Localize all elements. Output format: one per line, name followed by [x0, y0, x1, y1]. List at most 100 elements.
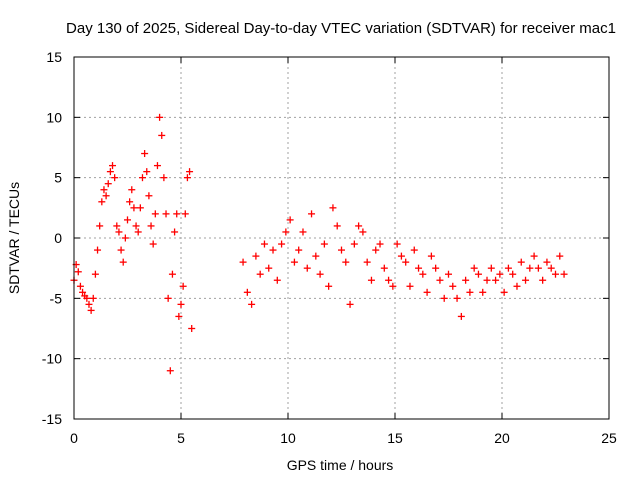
data-point: [113, 222, 121, 230]
data-point: [380, 264, 388, 272]
data-point: [350, 240, 358, 248]
data-point: [397, 252, 405, 260]
data-point: [312, 252, 320, 260]
data-point: [402, 258, 410, 266]
data-point: [183, 174, 191, 182]
x-tick-label: 15: [387, 430, 403, 446]
data-point: [177, 300, 185, 308]
data-point: [432, 264, 440, 272]
data-point: [286, 216, 294, 224]
x-tick-label: 10: [280, 430, 296, 446]
data-point: [85, 300, 93, 308]
data-point: [130, 204, 138, 212]
data-point: [111, 174, 119, 182]
data-point: [76, 282, 84, 290]
data-point: [188, 325, 196, 332]
data-point: [470, 264, 478, 272]
data-point: [265, 264, 273, 272]
data-point: [299, 228, 307, 236]
data-point: [106, 168, 114, 176]
data-point: [320, 240, 328, 248]
data-point: [329, 204, 337, 212]
data-point: [342, 258, 350, 266]
data-point: [427, 252, 435, 260]
data-point: [552, 270, 559, 278]
data-point: [419, 270, 427, 278]
data-point: [89, 294, 97, 302]
data-point: [295, 246, 303, 254]
data-point: [517, 258, 525, 266]
data-point: [556, 252, 564, 260]
data-point: [98, 198, 106, 206]
data-point: [474, 270, 482, 278]
data-point: [149, 240, 157, 248]
data-point: [449, 282, 457, 290]
data-point: [530, 252, 538, 260]
data-point: [136, 204, 144, 212]
data-point: [462, 276, 470, 284]
data-point: [423, 288, 431, 296]
data-point: [100, 186, 108, 194]
data-point: [87, 306, 95, 314]
data-point: [269, 246, 277, 254]
data-point: [509, 270, 517, 278]
data-point: [160, 174, 168, 182]
data-point: [96, 222, 104, 230]
data-point: [132, 222, 140, 230]
data-point: [158, 131, 166, 139]
data-point: [539, 276, 547, 284]
data-point: [260, 240, 268, 248]
x-tick-label: 5: [177, 430, 185, 446]
data-point: [393, 240, 401, 248]
chart-title: Day 130 of 2025, Sidereal Day-to-day VTE…: [66, 20, 616, 37]
data-point: [547, 264, 555, 272]
data-point: [175, 312, 183, 320]
data-point: [290, 258, 298, 266]
data-point: [316, 270, 324, 278]
data-point: [109, 162, 117, 170]
y-tick-label: 0: [54, 230, 62, 246]
plot-frame: [73, 56, 610, 420]
data-point: [151, 210, 159, 218]
data-point: [252, 252, 260, 260]
data-point: [138, 174, 146, 182]
data-point: [278, 240, 286, 248]
data-point: [513, 282, 521, 290]
data-point: [479, 288, 487, 296]
data-point: [124, 216, 131, 224]
data-point: [121, 234, 129, 242]
data-point: [492, 276, 500, 284]
y-tick-label: -15: [42, 411, 62, 427]
x-tick-label: 0: [70, 430, 78, 446]
data-point: [256, 270, 264, 278]
data-point: [166, 367, 174, 375]
data-point: [359, 228, 367, 236]
data-point: [153, 162, 161, 170]
data-point: [389, 282, 397, 290]
x-tick-label: 20: [494, 430, 510, 446]
y-tick-label: 5: [54, 170, 62, 186]
data-point: [239, 258, 247, 266]
data-point: [126, 198, 134, 206]
data-point: [273, 276, 281, 284]
grid: [74, 57, 609, 419]
data-point: [363, 258, 371, 266]
data-point: [94, 246, 102, 254]
data-point: [181, 210, 189, 218]
data-point: [338, 246, 345, 254]
data-point: [500, 288, 508, 296]
data-point: [115, 228, 123, 236]
y-axis-label: SDTVAR / TECUs: [6, 182, 22, 294]
data-point: [186, 168, 194, 176]
y-tick-label: -10: [42, 351, 62, 367]
data-point: [355, 222, 363, 230]
data-point: [367, 276, 375, 284]
data-point: [504, 264, 512, 272]
data-point: [496, 270, 504, 278]
data-point: [466, 288, 474, 296]
data-point: [173, 210, 181, 218]
data-point: [179, 282, 187, 290]
data-point: [415, 264, 423, 272]
